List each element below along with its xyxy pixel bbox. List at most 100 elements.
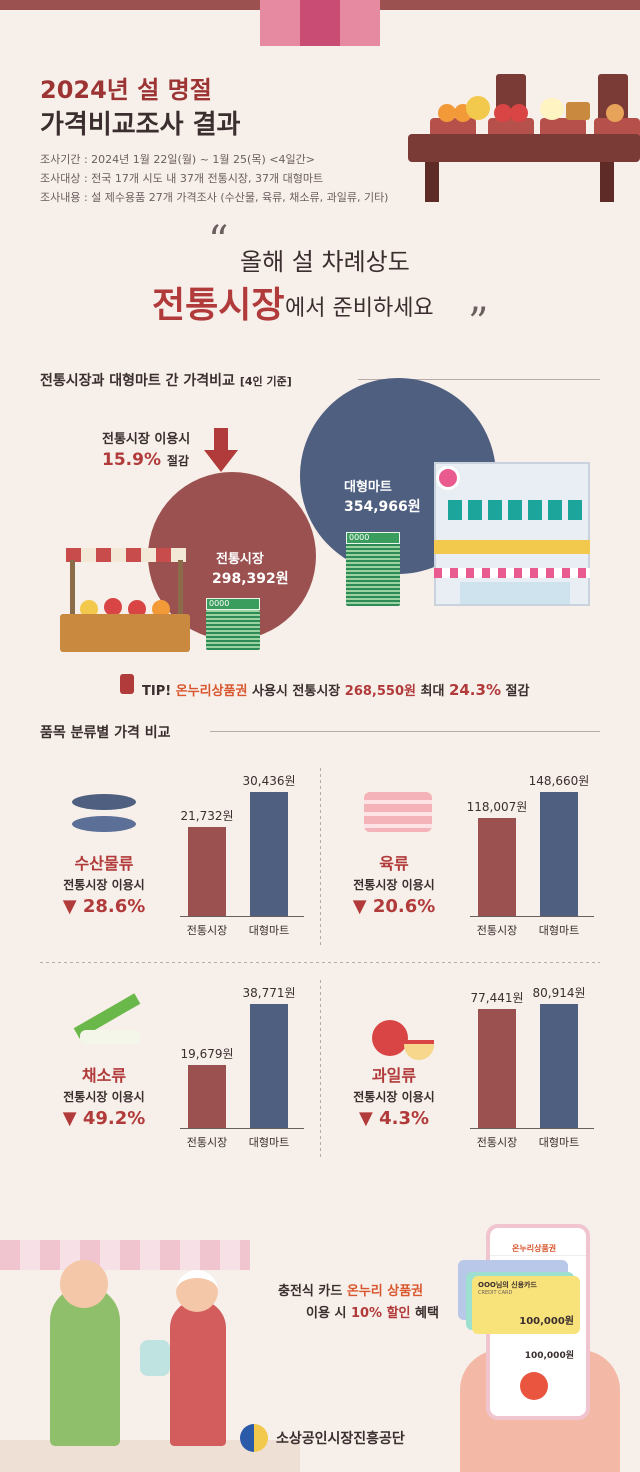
meat-slab-icon [364, 792, 432, 832]
bar-mart [540, 1004, 578, 1128]
window-icon [448, 500, 462, 520]
chart-baseline [180, 1128, 304, 1129]
price-compare-title: 전통시장과 대형마트 간 가격비교 [4인 기준] [40, 370, 292, 390]
category-section-title: 품목 분류별 가격 비교 [40, 725, 171, 741]
table-top [408, 134, 640, 162]
meta-period: 조사기간 : 2024년 1월 22일(월) ~ 1월 25(목) <4일간> [40, 153, 315, 166]
card-type: CREDIT CARD [478, 1290, 513, 1296]
bar-value-label: 118,007원 [466, 800, 528, 814]
category-pct: ▼ 28.6% [62, 896, 146, 917]
category-sub: 전통시장 이용시 [353, 878, 435, 892]
bar-value-label: 19,679원 [180, 1047, 234, 1061]
produce-icon [128, 600, 146, 618]
merchant-illustration [170, 1300, 226, 1446]
bar-market [478, 1009, 516, 1128]
customer-illustration [50, 1286, 120, 1446]
tip-highlight: 온누리상품권 [175, 684, 248, 699]
category-sub: 전통시장 이용시 [63, 1090, 145, 1104]
chart-baseline [470, 1128, 594, 1129]
price-compare-title-text: 전통시장과 대형마트 간 가격비교 [40, 373, 235, 389]
bar-category-label: 대형마트 [538, 1136, 580, 1149]
fish-body-icon [72, 794, 136, 810]
merchant-face-icon [176, 1270, 218, 1312]
tip-pct: 24.3% [448, 681, 501, 699]
window-icon [508, 500, 522, 520]
promo-line2-discount: 10% 할인 [350, 1306, 411, 1321]
section-divider [210, 731, 600, 732]
apple-icon [510, 104, 528, 122]
quote-line2: 에서 준비하세요 [285, 296, 434, 321]
bar-category-label: 대형마트 [248, 1136, 290, 1149]
bar-value-label: 30,436원 [242, 774, 296, 788]
phone-balance: 100,000원 [524, 1351, 574, 1361]
fish-body-icon [72, 816, 136, 832]
grid-divider [320, 768, 321, 948]
bar-market [188, 827, 226, 916]
table-leg [425, 162, 439, 202]
bar-value-label: 77,441원 [470, 991, 524, 1005]
mart-sign-band [434, 540, 590, 554]
table-leg [600, 162, 614, 202]
tip-suffix: 절감 [505, 684, 530, 699]
tip-middle: 사용시 전통시장 [252, 684, 341, 699]
bar-value-label: 148,660원 [528, 774, 590, 788]
onnuri-logo-icon [520, 1372, 548, 1400]
promo-line2: 이용 시 10% 할인 혜택 [306, 1302, 439, 1321]
category-name: 수산물류 [74, 854, 134, 873]
quote-close-icon: ” [468, 300, 489, 346]
category-name: 과일류 [371, 1066, 417, 1085]
window-icon [468, 500, 482, 520]
produce-icon [152, 600, 170, 618]
promo-line2-suffix: 혜택 [415, 1306, 439, 1321]
mart-logo-icon [436, 466, 460, 490]
mart-price: 354,966원 [344, 499, 421, 515]
promo-line2-text: 이용 시 [306, 1306, 347, 1321]
grid-divider [40, 962, 600, 963]
window-icon [568, 500, 582, 520]
stall-pole [70, 560, 75, 614]
card-name: OOO님의 신용카드 [478, 1281, 537, 1289]
page-title-year: 2024년 설 명절 [40, 76, 212, 104]
produce-icon [104, 598, 122, 616]
shopping-bag-icon [140, 1340, 170, 1376]
category-name: 육류 [379, 854, 409, 873]
bar-mart [250, 792, 288, 916]
mart-awning [434, 568, 590, 578]
price-compare-title-note: [4인 기준] [239, 375, 292, 388]
tip-price: 268,550원 [344, 684, 416, 699]
money-tag: 0000 [346, 532, 400, 544]
chart-baseline [180, 916, 304, 917]
bar-mart [250, 1004, 288, 1128]
produce-icon [80, 600, 98, 618]
bar-value-label: 80,914원 [532, 986, 586, 1000]
bar-market [188, 1065, 226, 1128]
meta-content: 조사내용 : 설 제수용품 27개 가격조사 (수산물, 육류, 채소류, 과일… [40, 191, 389, 204]
window-icon [488, 500, 502, 520]
bar-mart [540, 792, 578, 916]
category-pct: ▼ 4.3% [358, 1108, 430, 1129]
bar-category-label: 전통시장 [476, 924, 518, 937]
market-label: 전통시장 [216, 552, 264, 567]
rice-cake-icon [566, 102, 590, 120]
bar-category-label: 대형마트 [538, 924, 580, 937]
down-arrow-head-icon [204, 450, 238, 472]
promo-line1-highlight: 온누리 상품권 [346, 1284, 424, 1299]
mart-entrance [460, 582, 570, 604]
pear-icon [606, 104, 624, 122]
page-title: 가격비교조사 결과 [40, 110, 241, 140]
promo-line1: 충전식 카드 온누리 상품권 [278, 1280, 423, 1299]
pointing-hand-icon [120, 674, 134, 694]
category-pct: ▼ 49.2% [62, 1108, 146, 1129]
credit-card: OOO님의 신용카드 CREDIT CARD 100,000원 [472, 1276, 580, 1334]
category-name: 채소류 [81, 1066, 127, 1085]
stall-pole [178, 560, 183, 614]
bar-category-label: 전통시장 [476, 1136, 518, 1149]
money-tag: 0000 [206, 598, 260, 610]
card-amount: 100,000원 [519, 1316, 574, 1327]
apple-icon [494, 104, 512, 122]
rice-bowl-icon [540, 98, 564, 120]
saving-pct: 15.9% [102, 450, 161, 470]
category-sub: 전통시장 이용시 [63, 878, 145, 892]
bar-category-label: 대형마트 [248, 924, 290, 937]
mart-label: 대형마트 [344, 480, 392, 495]
